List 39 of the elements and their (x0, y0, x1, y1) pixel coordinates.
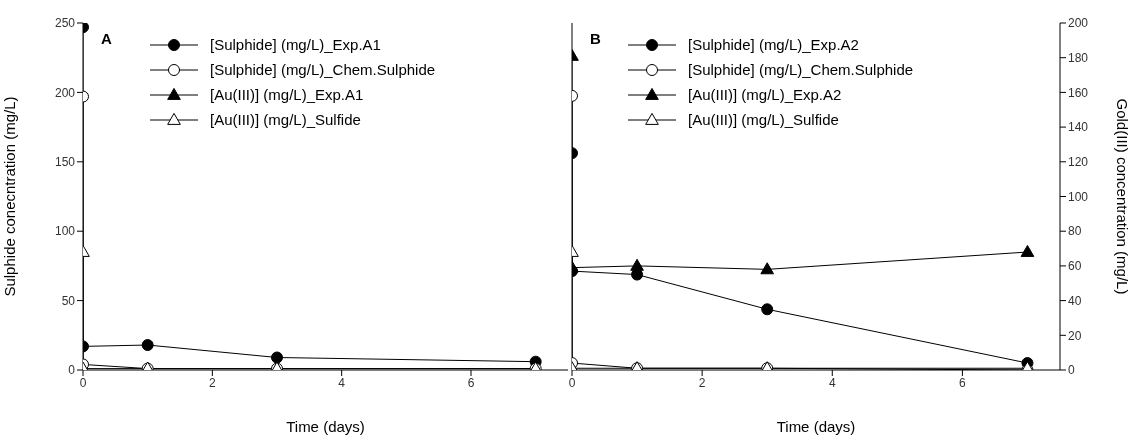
y2-tick-label: 200 (1068, 16, 1089, 31)
y2-axis-title: Gold(III) concentration (mg/L) (1113, 98, 1131, 295)
x-tick-label: 0 (568, 375, 576, 390)
x-axis-title: Time (days) (776, 418, 856, 435)
y2-tick-label: 140 (1068, 120, 1089, 135)
legend-label: [Au(III)] (mg/L)_Exp.A2 (688, 86, 842, 103)
legend-label: [Sulphide] (mg/L)_Chem.Sulphide (210, 61, 436, 78)
legend-label: [Sulphide] (mg/L)_Chem.Sulphide (688, 61, 914, 78)
legend-label: [Sulphide] (mg/L)_Exp.A2 (688, 36, 859, 53)
y-tick-label: 200 (54, 85, 76, 100)
y-tick-label: 250 (54, 16, 76, 31)
y2-tick-label: 80 (1068, 224, 1082, 239)
x-tick-label: 2 (698, 375, 706, 390)
y2-tick-label: 160 (1068, 85, 1089, 100)
y2-tick-label: 100 (1068, 189, 1089, 204)
y-tick-label: 50 (61, 293, 76, 308)
x-axis-title: Time (days) (286, 418, 365, 435)
x-tick-label: 6 (959, 375, 967, 390)
y-tick-label: 100 (54, 224, 76, 239)
y2-tick-label: 40 (1068, 293, 1082, 308)
text: B (590, 30, 601, 47)
legend-label: [Au(III)] (mg/L)_Exp.A1 (210, 86, 364, 103)
x-tick-label: 4 (338, 375, 346, 390)
legend-label: [Sulphide] (mg/L)_Exp.A1 (210, 36, 381, 53)
x-tick-label: 6 (467, 375, 475, 390)
x-tick-label: 0 (79, 375, 87, 390)
legend-label: [Au(III)] (mg/L)_Sulfide (210, 111, 361, 128)
legend-label: [Au(III)] (mg/L)_Sulfide (688, 111, 839, 128)
x-tick-label: 4 (828, 375, 836, 390)
y2-tick-label: 60 (1068, 259, 1082, 274)
y2-tick-label: 180 (1068, 50, 1089, 65)
y-axis-title: Sulphide conecntration (mg/L) (1, 96, 19, 297)
y-tick-label: 150 (54, 155, 76, 170)
text: A (101, 30, 112, 47)
x-tick-label: 2 (208, 375, 216, 390)
y2-tick-label: 20 (1068, 328, 1082, 343)
y2-tick-label: 120 (1068, 155, 1089, 170)
y-tick-label: 0 (68, 363, 76, 378)
y2-tick-label: 0 (1068, 363, 1075, 378)
